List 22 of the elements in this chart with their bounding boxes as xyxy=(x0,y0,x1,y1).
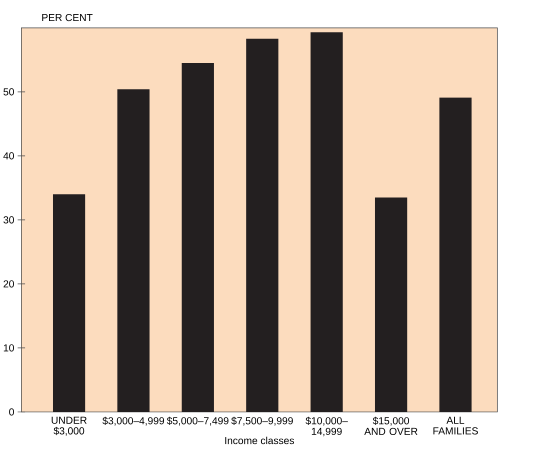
y-tick-label: 0 xyxy=(9,408,14,416)
x-tick-label: UNDER $3,000 xyxy=(52,416,87,436)
bar xyxy=(117,89,150,412)
y-tick-label: 50 xyxy=(3,88,14,96)
x-tick-label: $5,000–7,499 xyxy=(166,416,228,426)
bar xyxy=(310,32,343,412)
x-tick-label: ALL FAMILIES xyxy=(433,416,478,434)
bar xyxy=(439,97,472,412)
y-tick-label: 20 xyxy=(4,280,14,288)
bar xyxy=(52,194,86,412)
bar xyxy=(246,38,278,412)
y-tick-label: 30 xyxy=(3,216,14,224)
bar xyxy=(182,62,214,412)
y-tick-label: 40 xyxy=(3,152,14,160)
x-axis-title: Income classes xyxy=(225,436,294,444)
x-tick-label: $15,000 AND OVER xyxy=(364,416,418,435)
x-tick-label: $10,000–14,999 xyxy=(306,416,348,436)
x-tick-label: $3,000–4,999 xyxy=(102,416,164,426)
y-axis-title: PER CENT xyxy=(42,14,93,22)
bar xyxy=(374,197,408,412)
y-tick-label: 10 xyxy=(4,344,14,352)
x-tick-label: $7,500–9,999 xyxy=(231,416,293,426)
